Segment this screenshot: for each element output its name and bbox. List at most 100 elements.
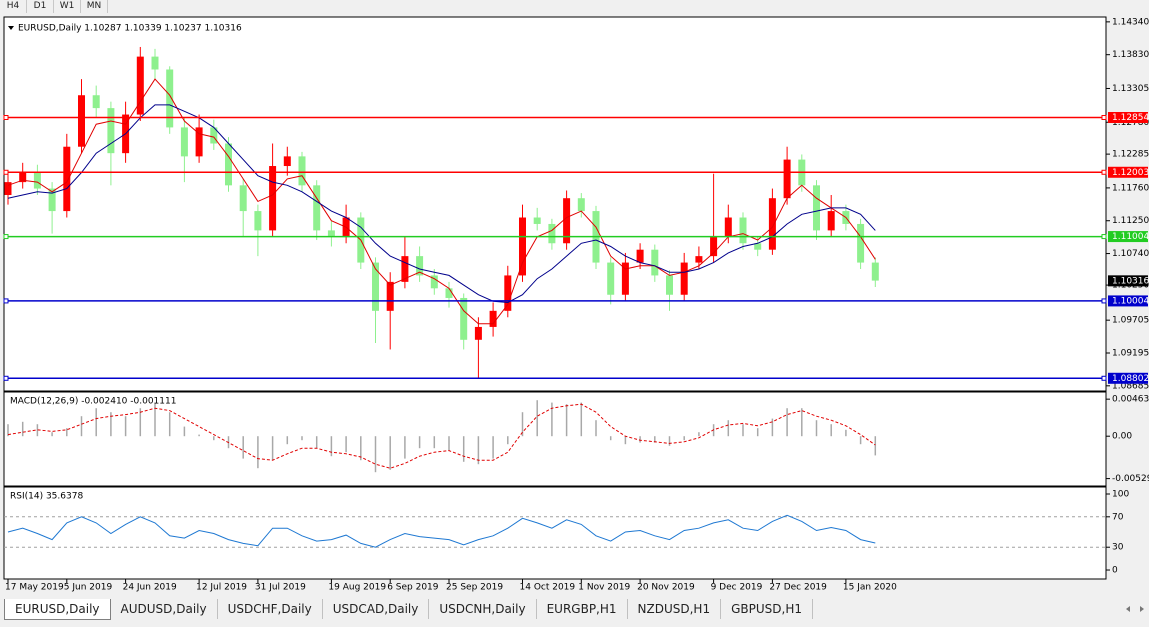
candle-body xyxy=(871,262,879,281)
candle-body xyxy=(621,262,629,295)
level-handle xyxy=(1101,298,1107,304)
y-tick-label: 100 xyxy=(1112,490,1129,500)
candle-body xyxy=(857,223,865,263)
timeframe-button[interactable]: D1 xyxy=(27,0,54,13)
macd-panel xyxy=(3,391,1107,487)
candle-body xyxy=(533,217,541,224)
candle-body xyxy=(386,281,394,311)
symbol-tabs: EURUSD,Daily AUDUSD,Daily USDCHF,Daily USDC… xyxy=(4,599,813,621)
y-tick-label: 1.13305 xyxy=(1112,84,1149,94)
candle-body xyxy=(519,217,526,276)
moving-average xyxy=(7,104,876,304)
main-panel xyxy=(3,16,1107,392)
timeframe-toolbar: H4 D1 W1 MN xyxy=(0,0,108,14)
candle-body xyxy=(724,217,732,237)
candle-body xyxy=(445,288,453,298)
x-tick-label: 20 Nov 2019 xyxy=(637,583,695,593)
candle-body xyxy=(107,108,115,154)
level-label-box xyxy=(1108,295,1148,307)
x-tick-label: 25 Sep 2019 xyxy=(446,583,503,593)
candle-body xyxy=(813,185,820,231)
candle-body xyxy=(180,127,188,157)
candle-body xyxy=(563,198,571,244)
symbol-tab[interactable]: USDCAD,Daily xyxy=(323,599,430,619)
candle-body xyxy=(577,198,585,212)
candle-body xyxy=(607,262,615,295)
timeframe-button[interactable]: W1 xyxy=(54,0,81,13)
x-tick-label: 15 Jan 2020 xyxy=(843,583,897,593)
y-tick-label: 1.14340 xyxy=(1112,17,1149,27)
title-arrow xyxy=(8,26,14,30)
symbol-tab[interactable]: EURUSD,Daily xyxy=(4,599,111,620)
x-tick-label: 17 May 2019 xyxy=(5,583,64,593)
level-handle xyxy=(3,375,9,381)
y-tick-label: 0.00463 xyxy=(1112,395,1149,405)
level-handle xyxy=(3,115,9,121)
y-tick-label: 0.00 xyxy=(1112,432,1132,442)
level-label: 1.12854 xyxy=(1112,113,1149,123)
symbol-tab[interactable]: USDCNH,Daily xyxy=(429,599,537,619)
candle-body xyxy=(416,256,424,276)
candle-body xyxy=(489,310,497,327)
x-tick-label: 12 Jul 2019 xyxy=(196,583,247,593)
candle-body xyxy=(136,56,144,115)
candle-body xyxy=(372,262,379,311)
y-tick-label: -0.005299 xyxy=(1112,474,1149,484)
y-tick-label: 1.11250 xyxy=(1112,216,1149,226)
candle-body xyxy=(298,156,306,186)
level-label-box xyxy=(1108,372,1148,384)
rsi-line xyxy=(7,514,876,548)
symbol-tab[interactable]: AUDUSD,Daily xyxy=(111,599,218,619)
candle-body xyxy=(460,297,468,340)
x-tick-label: 6 Sep 2019 xyxy=(387,583,439,593)
candle-body xyxy=(327,230,335,237)
candle-body xyxy=(827,211,835,231)
candle-body xyxy=(430,275,438,289)
timeframe-button[interactable]: H4 xyxy=(0,0,27,13)
timeframe-button[interactable]: MN xyxy=(81,0,108,13)
candle-body xyxy=(504,275,512,311)
chart-title: EURUSD,Daily 1.10287 1.10339 1.10237 1.1… xyxy=(18,24,242,34)
y-tick-label: 0 xyxy=(1112,566,1118,576)
last-price: 1.10316 xyxy=(1112,276,1149,286)
level-label: 1.12003 xyxy=(1112,168,1149,178)
symbol-tab[interactable]: NZDUSD,H1 xyxy=(628,599,722,619)
level-label-box xyxy=(1108,112,1148,124)
candle-body xyxy=(739,217,747,244)
candle-body xyxy=(269,166,277,231)
level-handle xyxy=(1101,169,1107,175)
candle-body xyxy=(151,56,159,70)
candle-body xyxy=(19,172,27,183)
level-handle xyxy=(3,298,9,304)
candle-body xyxy=(680,262,688,295)
candle-body xyxy=(33,172,41,189)
candle-body xyxy=(666,275,673,295)
y-tick-label: 1.10740 xyxy=(1112,249,1149,259)
x-tick-label: 24 Jun 2019 xyxy=(123,583,177,593)
level-label: 1.10004 xyxy=(1112,296,1149,306)
price-label-box xyxy=(1108,275,1148,287)
y-tick-label: 70 xyxy=(1112,512,1124,522)
symbol-tab[interactable]: EURGBP,H1 xyxy=(537,599,628,619)
scroll-left[interactable] xyxy=(1126,606,1130,612)
candle-body xyxy=(710,236,718,257)
symbol-tab[interactable]: GBPUSD,H1 xyxy=(721,599,813,619)
level-handle xyxy=(1101,375,1107,381)
candle-body xyxy=(239,185,247,212)
level-handle xyxy=(1101,115,1107,121)
y-tick-label: 1.13830 xyxy=(1112,50,1149,60)
symbol-tab[interactable]: USDCHF,Daily xyxy=(218,599,323,619)
x-tick-label: 31 Jul 2019 xyxy=(255,583,306,593)
level-label: 1.11004 xyxy=(1112,232,1149,242)
candle-body xyxy=(225,143,232,186)
signal-line xyxy=(7,403,876,469)
candle-body xyxy=(63,146,71,212)
level-label: 1.08802 xyxy=(1112,374,1149,384)
candle-body xyxy=(166,69,174,128)
scroll-right[interactable] xyxy=(1140,606,1144,612)
candle-body xyxy=(695,256,703,263)
candle-body xyxy=(754,243,762,250)
candle-body xyxy=(78,95,85,147)
level-label-box xyxy=(1108,231,1148,243)
